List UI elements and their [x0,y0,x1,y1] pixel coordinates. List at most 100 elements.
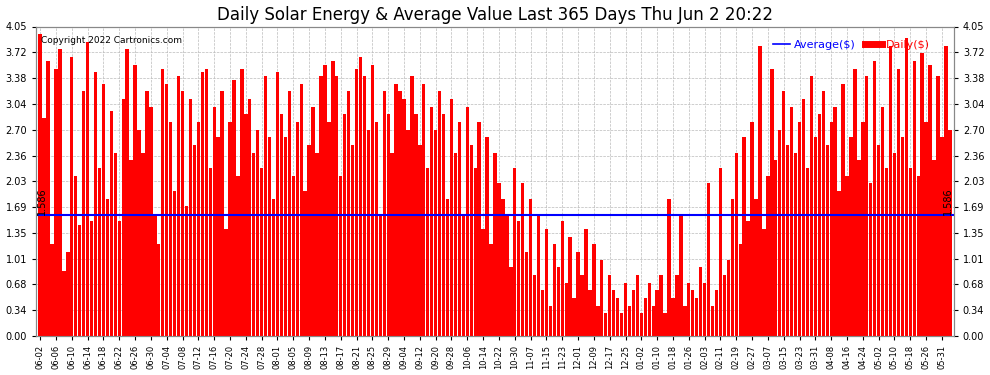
Bar [687,283,690,336]
Bar [632,290,636,336]
Bar [336,76,339,336]
Bar [260,168,263,336]
Bar [446,198,449,336]
Bar [636,275,640,336]
Bar [90,222,93,336]
Bar [126,50,129,336]
Bar [711,306,714,336]
Bar [849,137,852,336]
Bar [802,99,805,336]
Bar [580,275,584,336]
Bar [647,283,651,336]
Bar [382,92,386,336]
Bar [727,260,730,336]
Bar [659,275,662,336]
Bar [735,153,738,336]
Bar [905,38,908,336]
Bar [671,298,674,336]
Bar [620,313,624,336]
Bar [248,99,251,336]
Bar [818,114,821,336]
Bar [284,137,287,336]
Bar [489,244,493,336]
Bar [398,92,402,336]
Bar [193,145,196,336]
Bar [925,122,928,336]
Bar [552,244,556,336]
Bar [616,298,620,336]
Bar [742,137,745,336]
Bar [43,118,46,336]
Bar [354,69,358,336]
Bar [300,84,303,336]
Bar [873,61,876,336]
Bar [929,65,932,336]
Bar [418,145,422,336]
Bar [909,168,912,336]
Bar [225,229,228,336]
Bar [438,92,442,336]
Bar [465,107,469,336]
Bar [576,252,580,336]
Bar [517,222,521,336]
Bar [102,84,105,336]
Text: Copyright 2022 Cartronics.com: Copyright 2022 Cartronics.com [41,36,182,45]
Bar [525,252,529,336]
Bar [624,283,628,336]
Bar [209,168,212,336]
Bar [328,122,331,336]
Bar [264,76,267,336]
Bar [70,57,73,336]
Bar [39,34,42,336]
Bar [308,145,311,336]
Bar [937,76,940,336]
Bar [453,153,457,336]
Bar [901,137,904,336]
Bar [134,65,137,336]
Bar [280,114,283,336]
Bar [731,198,734,336]
Bar [442,114,446,336]
Bar [221,92,224,336]
Bar [461,214,465,336]
Bar [449,99,453,336]
Bar [675,275,678,336]
Bar [130,160,133,336]
Bar [762,229,765,336]
Bar [288,92,291,336]
Bar [865,76,868,336]
Bar [410,76,414,336]
Bar [205,69,208,336]
Bar [790,107,793,336]
Bar [122,99,125,336]
Bar [822,92,825,336]
Bar [256,130,259,336]
Bar [758,46,761,336]
Bar [746,222,749,336]
Bar [386,114,390,336]
Bar [584,229,588,336]
Bar [548,306,552,336]
Bar [201,72,204,336]
Bar [806,168,809,336]
Bar [241,69,244,336]
Bar [106,198,109,336]
Bar [142,153,145,336]
Bar [430,107,434,336]
Bar [414,114,418,336]
Bar [501,198,505,336]
Bar [276,72,279,336]
Bar [604,313,608,336]
Bar [556,267,560,336]
Bar [213,107,216,336]
Bar [343,114,346,336]
Bar [679,214,682,336]
Bar [272,198,275,336]
Bar [537,214,541,336]
Bar [165,84,168,336]
Bar [292,176,295,336]
Bar [798,122,801,336]
Bar [529,198,533,336]
Bar [719,168,722,336]
Bar [794,153,797,336]
